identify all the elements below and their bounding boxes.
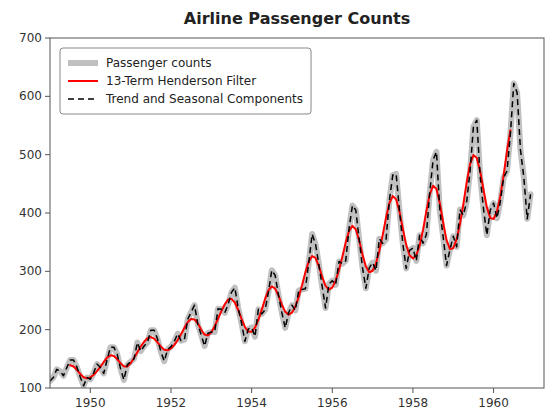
- x-tick-label: 1954: [236, 396, 267, 410]
- x-tick-label: 1950: [75, 396, 106, 410]
- axes: 100 200 300 400 500 600 700 1950 1952 1954 1956 195…: [19, 31, 509, 410]
- series-line: [70, 130, 510, 378]
- y-tick-label: 500: [19, 148, 42, 162]
- x-tick: [493, 388, 494, 393]
- y-tick: [45, 271, 50, 272]
- y-tick: [45, 38, 50, 39]
- x-tick-label: 1956: [317, 396, 348, 410]
- legend-swatch: [68, 60, 98, 66]
- x-tick-label: 1952: [156, 396, 187, 410]
- series-line: [50, 84, 531, 386]
- x-tick: [90, 388, 91, 393]
- series-line: [50, 84, 531, 386]
- y-tick-label: 600: [19, 89, 42, 103]
- x-tick-label: 1960: [478, 396, 509, 410]
- y-tick-label: 200: [19, 323, 42, 337]
- legend-swatch: [68, 80, 98, 82]
- y-tick: [45, 388, 50, 389]
- x-tick: [332, 388, 333, 393]
- plot-frame: [50, 38, 544, 388]
- plot-background: [50, 38, 544, 388]
- y-tick-label: 700: [19, 31, 42, 45]
- legend-label: Passenger counts: [106, 56, 211, 70]
- title: Airline Passenger Counts: [184, 9, 410, 28]
- legend: Passenger counts 13-Term Henderson Filter…: [60, 48, 311, 114]
- y-tick-label: 400: [19, 206, 42, 220]
- legend-label: 13-Term Henderson Filter: [106, 74, 256, 88]
- legend-label: Trend and Seasonal Components: [105, 92, 303, 106]
- x-tick: [170, 388, 171, 393]
- y-tick-label: 300: [19, 264, 42, 278]
- x-tick-label: 1958: [398, 396, 429, 410]
- y-tick: [45, 329, 50, 330]
- legend-swatch: [68, 98, 98, 100]
- x-tick: [251, 388, 252, 393]
- y-tick: [45, 96, 50, 97]
- y-tick: [45, 213, 50, 214]
- data-area: [50, 84, 531, 386]
- y-tick-label: 100: [19, 381, 42, 395]
- x-tick: [412, 388, 413, 393]
- chart: Airline Passenger Counts 100 200 300 400 500 6…: [0, 0, 560, 420]
- y-tick: [45, 154, 50, 155]
- legend-box: [60, 48, 311, 114]
